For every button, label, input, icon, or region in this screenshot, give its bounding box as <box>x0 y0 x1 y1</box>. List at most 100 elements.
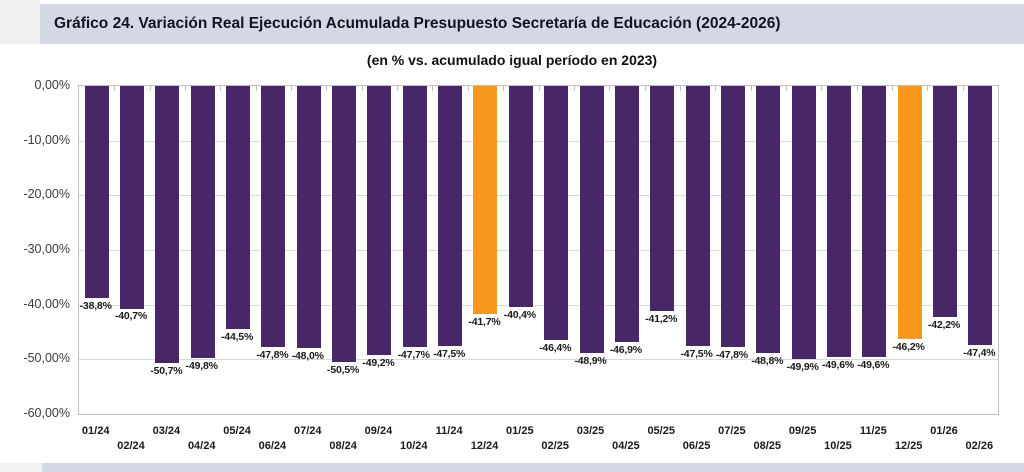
bar-value-label: -46,2% <box>892 340 925 353</box>
category-tick <box>220 86 221 91</box>
category-tick <box>362 86 363 91</box>
bar-value-label: -42,2% <box>927 318 961 331</box>
x-tick-label: 01/26 <box>930 425 958 437</box>
bar-value-label: -47,8% <box>256 349 289 362</box>
bar-12-25 <box>897 86 922 339</box>
x-tick-label: 03/24 <box>152 425 181 437</box>
bar-value-label: -48,0% <box>291 350 324 363</box>
bar-value-label: -46,4% <box>539 341 572 354</box>
x-tick-label: 05/24 <box>223 425 251 437</box>
gridline <box>79 141 998 142</box>
category-tick <box>326 86 327 91</box>
bar-10-25 <box>826 86 851 358</box>
bottom-band <box>42 463 1024 472</box>
x-tick-label: 08/24 <box>329 440 357 452</box>
x-tick-label: 02/26 <box>965 440 994 452</box>
category-tick <box>539 86 540 91</box>
x-tick-label: 09/25 <box>788 425 817 437</box>
bar-value-label: -49,2% <box>362 356 395 369</box>
bar-11-25 <box>862 86 887 358</box>
gridline <box>79 250 998 251</box>
category-tick <box>150 86 151 91</box>
x-tick-label: 04/25 <box>612 440 640 452</box>
y-tick-label: 0,00% <box>34 78 70 92</box>
gridline <box>79 195 998 196</box>
bar-value-label: -49,9% <box>786 360 819 373</box>
chart-title-band: Gráfico 24. Variación Real Ejecución Acu… <box>40 4 1024 44</box>
category-tick <box>114 86 115 91</box>
bar-09-24 <box>367 86 392 355</box>
bar-value-label: -47,5% <box>433 347 466 360</box>
bar-08-25 <box>756 86 781 353</box>
bar-value-label: -48,9% <box>574 355 607 368</box>
bar-02-26 <box>968 86 993 346</box>
bar-09-25 <box>791 86 816 359</box>
x-tick-label: 06/24 <box>258 440 287 452</box>
category-tick <box>503 86 504 91</box>
bar-value-label: -49,8% <box>185 360 218 373</box>
bar-05-24 <box>226 86 251 330</box>
x-tick-label: 02/25 <box>541 440 569 452</box>
bar-value-label: -40,4% <box>503 308 536 321</box>
bar-value-label: -47,5% <box>680 347 713 360</box>
x-tick-label: 11/24 <box>435 425 463 437</box>
bar-07-24 <box>296 86 321 349</box>
y-tick-label: -60,00% <box>23 406 70 420</box>
bar-value-label: -40,7% <box>114 310 148 323</box>
bar-value-label: -44,5% <box>221 331 254 344</box>
category-tick <box>786 86 787 91</box>
bar-07-25 <box>720 86 745 348</box>
bar-03-25 <box>579 86 604 354</box>
chart-title: Gráfico 24. Variación Real Ejecución Acu… <box>54 15 781 32</box>
x-tick-label: 01/24 <box>81 425 110 437</box>
bar-value-label: -47,7% <box>397 348 430 361</box>
y-tick-label: -50,00% <box>23 351 70 366</box>
y-tick-label: -20,00% <box>23 187 70 202</box>
bar-06-24 <box>261 86 286 348</box>
bar-01-26 <box>932 86 957 317</box>
bar-10-24 <box>402 86 427 347</box>
x-tick-label: 09/24 <box>364 425 393 437</box>
category-tick <box>468 86 469 91</box>
category-tick <box>609 86 610 91</box>
y-tick-label: -10,00% <box>23 132 70 147</box>
category-tick <box>432 86 433 91</box>
category-tick <box>574 86 575 91</box>
x-tick-label: 12/25 <box>894 440 923 452</box>
page-margin-top-left <box>0 0 40 44</box>
bar-03-24 <box>155 86 180 364</box>
bar-11-24 <box>438 86 463 346</box>
x-tick-label: 05/25 <box>647 425 675 437</box>
bar-12-24 <box>473 86 498 314</box>
x-tick-label: 06/25 <box>682 440 711 452</box>
bar-value-label: -46,9% <box>609 344 642 357</box>
x-tick-label: 12/24 <box>470 440 499 452</box>
bar-value-label: -50,7% <box>150 365 183 378</box>
x-tick-label: 10/24 <box>400 440 428 452</box>
bar-01-24 <box>84 86 109 299</box>
x-tick-label: 03/25 <box>576 425 605 437</box>
bar-value-label: -41,7% <box>468 315 501 328</box>
gridline <box>79 359 998 360</box>
x-tick-label: 01/25 <box>506 425 534 437</box>
category-tick <box>892 86 893 91</box>
category-tick <box>857 86 858 91</box>
category-tick <box>963 86 964 91</box>
chart-subtitle: (en % vs. acumulado igual período en 202… <box>366 52 658 68</box>
category-tick <box>185 86 186 91</box>
x-tick-label: 07/24 <box>293 425 322 437</box>
bar-value-label: -48,8% <box>751 354 784 367</box>
category-tick <box>715 86 716 91</box>
x-tick-label: 07/25 <box>718 425 746 437</box>
y-tick-label: -40,00% <box>23 296 70 311</box>
page-margin-bottom-left <box>0 463 42 472</box>
bar-05-25 <box>650 86 675 312</box>
bar-04-25 <box>614 86 639 343</box>
bar-value-label: -41,2% <box>645 313 678 326</box>
bar-value-label: -47,8% <box>715 349 748 362</box>
bar-01-25 <box>508 86 533 307</box>
x-tick-label: 08/25 <box>753 440 782 452</box>
category-tick <box>927 86 928 91</box>
x-tick-label: 10/25 <box>824 440 852 452</box>
